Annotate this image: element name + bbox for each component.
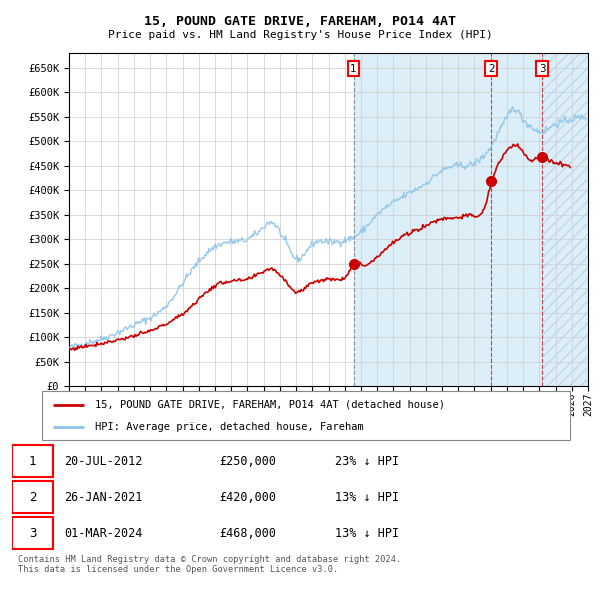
Text: 13% ↓ HPI: 13% ↓ HPI (335, 527, 398, 540)
Text: 3: 3 (539, 64, 545, 74)
Text: 01-MAR-2024: 01-MAR-2024 (64, 527, 142, 540)
Text: 13% ↓ HPI: 13% ↓ HPI (335, 490, 398, 504)
Text: 15, POUND GATE DRIVE, FAREHAM, PO14 4AT: 15, POUND GATE DRIVE, FAREHAM, PO14 4AT (144, 15, 456, 28)
FancyBboxPatch shape (12, 481, 53, 513)
FancyBboxPatch shape (12, 517, 53, 549)
Text: 26-JAN-2021: 26-JAN-2021 (64, 490, 142, 504)
Text: HPI: Average price, detached house, Fareham: HPI: Average price, detached house, Fare… (95, 422, 364, 432)
Text: Price paid vs. HM Land Registry's House Price Index (HPI): Price paid vs. HM Land Registry's House … (107, 30, 493, 40)
Text: £468,000: £468,000 (220, 527, 277, 540)
Text: £250,000: £250,000 (220, 454, 277, 467)
Bar (353, 53, 588, 386)
Text: 15, POUND GATE DRIVE, FAREHAM, PO14 4AT (detached house): 15, POUND GATE DRIVE, FAREHAM, PO14 4AT … (95, 399, 445, 409)
Text: 1: 1 (29, 454, 37, 467)
Text: 2: 2 (488, 64, 494, 74)
Text: 3: 3 (29, 527, 37, 540)
FancyBboxPatch shape (42, 391, 570, 440)
Text: Contains HM Land Registry data © Crown copyright and database right 2024.
This d: Contains HM Land Registry data © Crown c… (18, 555, 401, 574)
Text: 2: 2 (29, 490, 37, 504)
Text: 23% ↓ HPI: 23% ↓ HPI (335, 454, 398, 467)
Text: £420,000: £420,000 (220, 490, 277, 504)
FancyBboxPatch shape (12, 445, 53, 477)
Text: 20-JUL-2012: 20-JUL-2012 (64, 454, 142, 467)
Text: 1: 1 (350, 64, 357, 74)
